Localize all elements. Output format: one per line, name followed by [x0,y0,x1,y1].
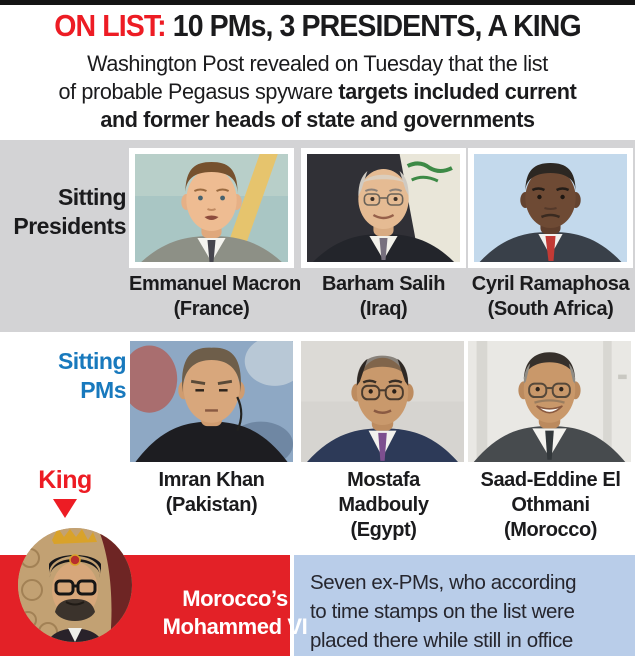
king-box-caption-line1: Morocco’s [182,586,288,611]
subhead-line-3: and former heads of state and government… [100,107,535,132]
caption-madbouly-country: (Egypt) [350,519,417,541]
footnote-line-3: placed there while still in office [310,629,573,652]
footnote-text: Seven ex-PMs, who according to time stam… [310,568,630,655]
sitting-pms-label: Sitting PMs [0,347,127,405]
caption-ramaphosa-country: (South Africa) [487,298,614,320]
caption-macron: Emmanuel Macron (France) [129,272,301,322]
caption-othmani: Saad-Eddine El Othmani (Morocco) [468,468,633,543]
top-border [0,0,635,5]
imran-khan-photo [130,341,293,462]
caption-salih-country: (Iraq) [359,298,408,320]
mohammed-vi-photo [18,528,132,642]
cyril-ramaphosa-photo [474,154,627,262]
sitting-presidents-label-line2: Presidents [13,213,126,239]
caption-ramaphosa: Cyril Ramaphosa (South Africa) [468,272,633,322]
photo-frame-salih [301,148,466,268]
subhead-line-2-regular: of probable Pegasus spyware [58,79,339,104]
footnote-line-2: to time stamps on the list were [310,600,575,623]
emmanuel-macron-photo [135,154,288,262]
photo-frame-othmani [468,341,631,462]
caption-imran-khan-name: Imran Khan [158,469,265,491]
caption-salih-name: Barham Salih [321,273,446,295]
footnote-blue-box [294,555,635,656]
subhead: Washington Post revealed on Tuesday that… [0,50,635,134]
photo-frame-mohammed-vi [18,528,132,642]
caption-ramaphosa-name: Cyril Ramaphosa [471,273,630,295]
headline-prefix: ON LIST: [54,8,166,43]
subhead-line-2-bold: targets included current [338,79,577,104]
caption-othmani-country: (Morocco) [503,519,598,541]
caption-madbouly: Mostafa Madbouly (Egypt) [301,468,466,543]
caption-othmani-name-2: Othmani [511,494,590,516]
saad-eddine-el-othmani-photo [468,341,631,462]
subhead-line-2: of probable Pegasus spyware targets incl… [13,78,623,106]
caption-macron-name: Emmanuel Macron [129,273,301,295]
footnote-line-1: Seven ex-PMs, who according [310,571,577,594]
sitting-pms-label-line1: Sitting [57,348,127,374]
king-box-caption: Morocco’s Mohammed VI [160,585,310,641]
mostafa-madbouly-photo [301,341,464,462]
sitting-presidents-label: Sitting Presidents [0,183,126,241]
caption-madbouly-name-1: Mostafa [347,469,420,491]
photo-frame-imran-khan [130,341,293,462]
photo-frame-madbouly [301,341,464,462]
sitting-presidents-label-line1: Sitting [57,184,127,210]
caption-macron-country: (France) [173,298,250,320]
barham-salih-photo [307,154,460,262]
caption-othmani-name-1: Saad-Eddine El [480,469,621,491]
sitting-pms-label-line2: PMs [80,377,126,403]
caption-salih: Barham Salih (Iraq) [301,272,466,322]
caption-imran-khan: Imran Khan (Pakistan) [129,468,294,518]
photo-frame-macron [129,148,294,268]
king-label: King [38,466,92,494]
king-box-caption-line2: Mohammed VI [162,614,308,639]
headline: ON LIST: 10 PMs, 3 PRESIDENTS, A KING [25,8,609,44]
subhead-line-1: Washington Post revealed on Tuesday that… [87,51,548,76]
down-arrow-icon [53,499,77,518]
headline-main: 10 PMs, 3 PRESIDENTS, A KING [165,8,582,43]
photo-frame-ramaphosa [468,148,633,268]
caption-madbouly-name-2: Madbouly [338,494,429,516]
caption-imran-khan-country: (Pakistan) [165,494,258,516]
